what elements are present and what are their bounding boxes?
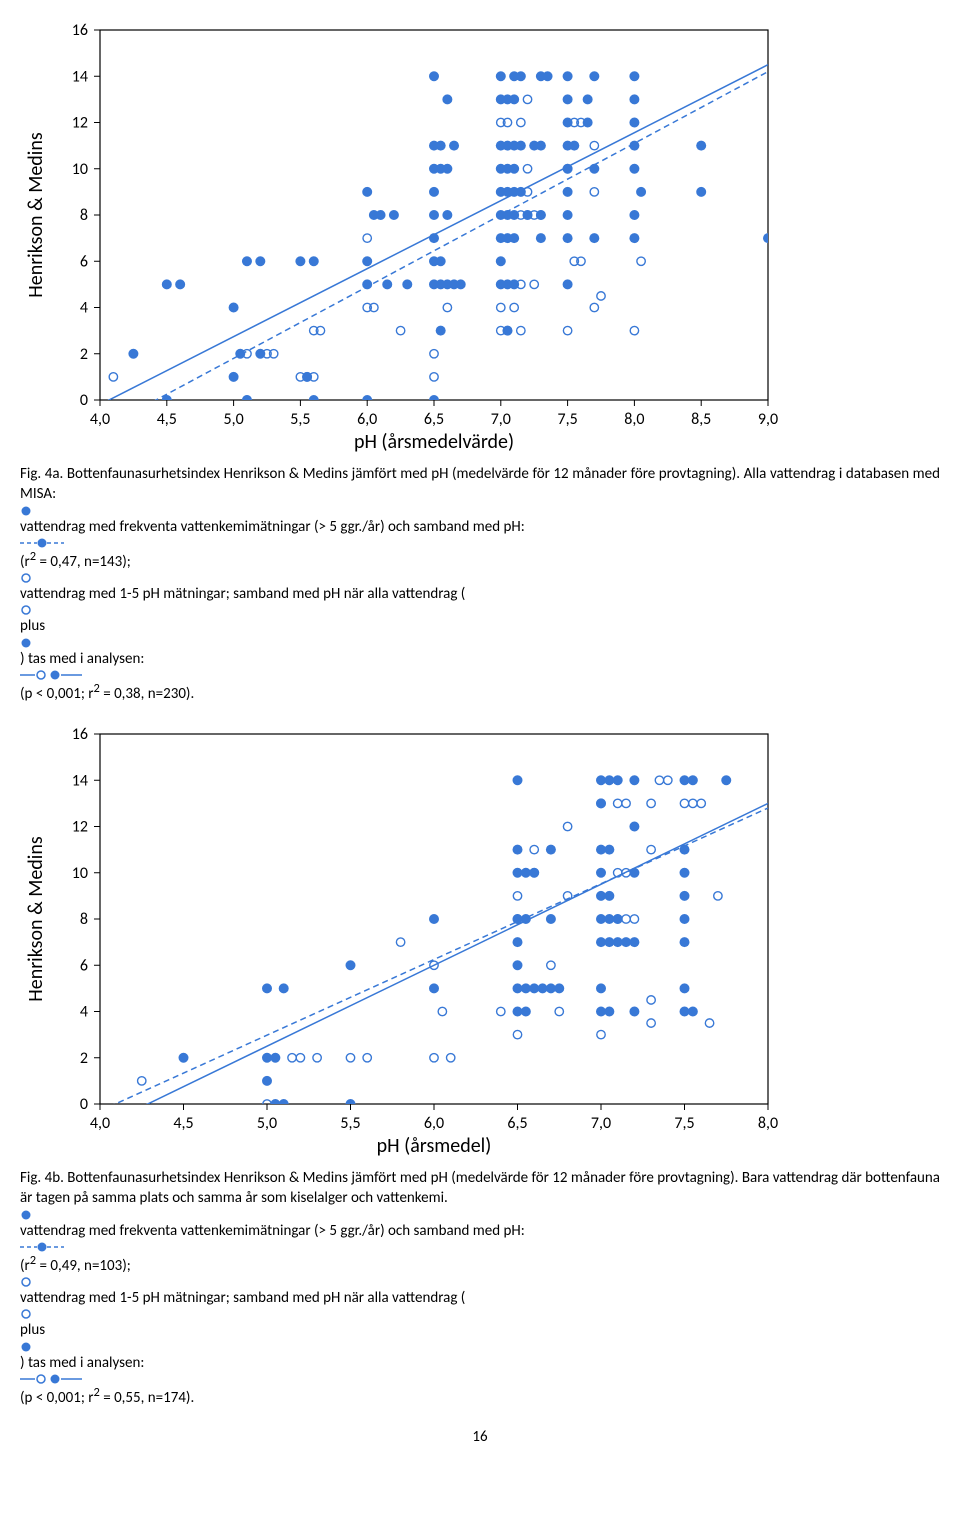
cap-a-text: = 0,38, n=230).	[100, 685, 194, 703]
chart-b-svg: 4,0 4,5 5,0 5,5 6,0 6,5 7,0 7,5 8,0 0 2 4 6 8 10 12 14 16…	[20, 724, 780, 1164]
svg-text:2: 2	[80, 345, 88, 364]
solid-line-icon	[20, 1373, 82, 1385]
cap-b-text: plus	[20, 1321, 45, 1339]
svg-text:5,0: 5,0	[257, 1114, 277, 1133]
svg-text:6,0: 6,0	[357, 410, 377, 429]
svg-text:4,0: 4,0	[90, 410, 110, 429]
svg-text:2: 2	[80, 1049, 88, 1068]
svg-text:4,0: 4,0	[90, 1114, 110, 1133]
caption-a: Fig. 4a. Bottenfaunasurhetsindex Henriks…	[20, 464, 940, 704]
svg-text:10: 10	[72, 160, 88, 179]
svg-text:5,5: 5,5	[340, 1114, 360, 1133]
page-number: 16	[20, 1428, 940, 1446]
cap-b-text: = 0,55, n=174).	[100, 1389, 194, 1407]
svg-text:Henrikson & Medins: Henrikson & Medins	[24, 132, 48, 298]
svg-text:6: 6	[80, 252, 88, 271]
chart-b: 4,0 4,5 5,0 5,5 6,0 6,5 7,0 7,5 8,0 0 2 4 6 8 10 12 14 16…	[20, 724, 940, 1164]
open-marker-icon	[20, 1276, 32, 1288]
svg-text:8: 8	[80, 206, 88, 225]
svg-text:6: 6	[80, 956, 88, 975]
cap-a-text: ) tas med i analysen:	[20, 650, 144, 668]
cap-a-text: Fig. 4a. Bottenfaunasurhetsindex Henriks…	[20, 465, 940, 503]
cap-b-text: (r	[20, 1257, 30, 1275]
svg-text:0: 0	[80, 1095, 88, 1114]
open-marker-icon	[20, 604, 32, 616]
filled-marker-icon	[20, 1209, 32, 1221]
filled-marker-icon	[20, 1341, 32, 1353]
cap-b-text: Fig. 4b. Bottenfaunasurhetsindex Henriks…	[20, 1169, 940, 1207]
svg-text:7,0: 7,0	[591, 1114, 611, 1133]
svg-text:pH (årsmedelvärde): pH (årsmedelvärde)	[354, 430, 514, 454]
svg-text:6,0: 6,0	[424, 1114, 444, 1133]
cap-a-text: (r	[20, 553, 30, 571]
open-marker-icon	[20, 1308, 32, 1320]
svg-text:9,0: 9,0	[758, 410, 778, 429]
svg-text:4,5: 4,5	[157, 410, 177, 429]
cap-a-text: vattendrag med 1-5 pH mätningar; samband…	[20, 585, 465, 603]
svg-text:6,5: 6,5	[507, 1114, 527, 1133]
cap-a-text: vattendrag med frekventa vattenkemimätni…	[20, 518, 525, 536]
svg-text:0: 0	[80, 391, 88, 410]
cap-b-text: vattendrag med 1-5 pH mätningar; samband…	[20, 1289, 465, 1307]
solid-line-icon	[20, 669, 82, 681]
open-marker-icon	[20, 572, 32, 584]
svg-text:5,5: 5,5	[290, 410, 310, 429]
dashed-line-icon	[20, 1241, 64, 1253]
svg-text:12: 12	[72, 114, 88, 133]
svg-text:8: 8	[80, 910, 88, 929]
svg-text:4: 4	[80, 1003, 88, 1022]
svg-text:Henrikson & Medins: Henrikson & Medins	[24, 836, 48, 1002]
cap-b-text: = 0,49, n=103);	[36, 1257, 131, 1275]
filled-marker-icon	[20, 505, 32, 517]
cap-b-text: vattendrag med frekventa vattenkemimätni…	[20, 1222, 525, 1240]
svg-text:pH (årsmedel): pH (årsmedel)	[377, 1134, 492, 1158]
dashed-line-icon	[20, 537, 64, 549]
cap-a-text: = 0,47, n=143);	[36, 553, 131, 571]
cap-a-text: (p < 0,001; r	[20, 685, 93, 703]
svg-text:4,5: 4,5	[173, 1114, 193, 1133]
svg-text:8,0: 8,0	[624, 410, 644, 429]
cap-b-text: ) tas med i analysen:	[20, 1354, 144, 1372]
svg-text:6,5: 6,5	[424, 410, 444, 429]
svg-text:10: 10	[72, 864, 88, 883]
filled-marker-icon	[20, 637, 32, 649]
cap-b-text: (p < 0,001; r	[20, 1389, 93, 1407]
cap-a-text: plus	[20, 617, 45, 635]
chart-a: 4,0 4,5 5,0 5,5 6,0 6,5 7,0 7,5 8,0 8,5 9,0 0 2 4 6 8 10…	[20, 20, 940, 460]
svg-text:8,0: 8,0	[758, 1114, 778, 1133]
caption-b: Fig. 4b. Bottenfaunasurhetsindex Henriks…	[20, 1168, 940, 1408]
chart-a-svg: 4,0 4,5 5,0 5,5 6,0 6,5 7,0 7,5 8,0 8,5 9,0 0 2 4 6 8 10…	[20, 20, 780, 460]
svg-text:12: 12	[72, 818, 88, 837]
svg-text:8,5: 8,5	[691, 410, 711, 429]
svg-text:5,0: 5,0	[223, 410, 243, 429]
svg-text:7,0: 7,0	[491, 410, 511, 429]
svg-text:16: 16	[72, 725, 88, 744]
svg-text:14: 14	[72, 771, 88, 790]
svg-text:7,5: 7,5	[557, 410, 577, 429]
svg-text:16: 16	[72, 21, 88, 40]
svg-text:14: 14	[72, 67, 88, 86]
svg-text:7,5: 7,5	[674, 1114, 694, 1133]
svg-text:4: 4	[80, 299, 88, 318]
